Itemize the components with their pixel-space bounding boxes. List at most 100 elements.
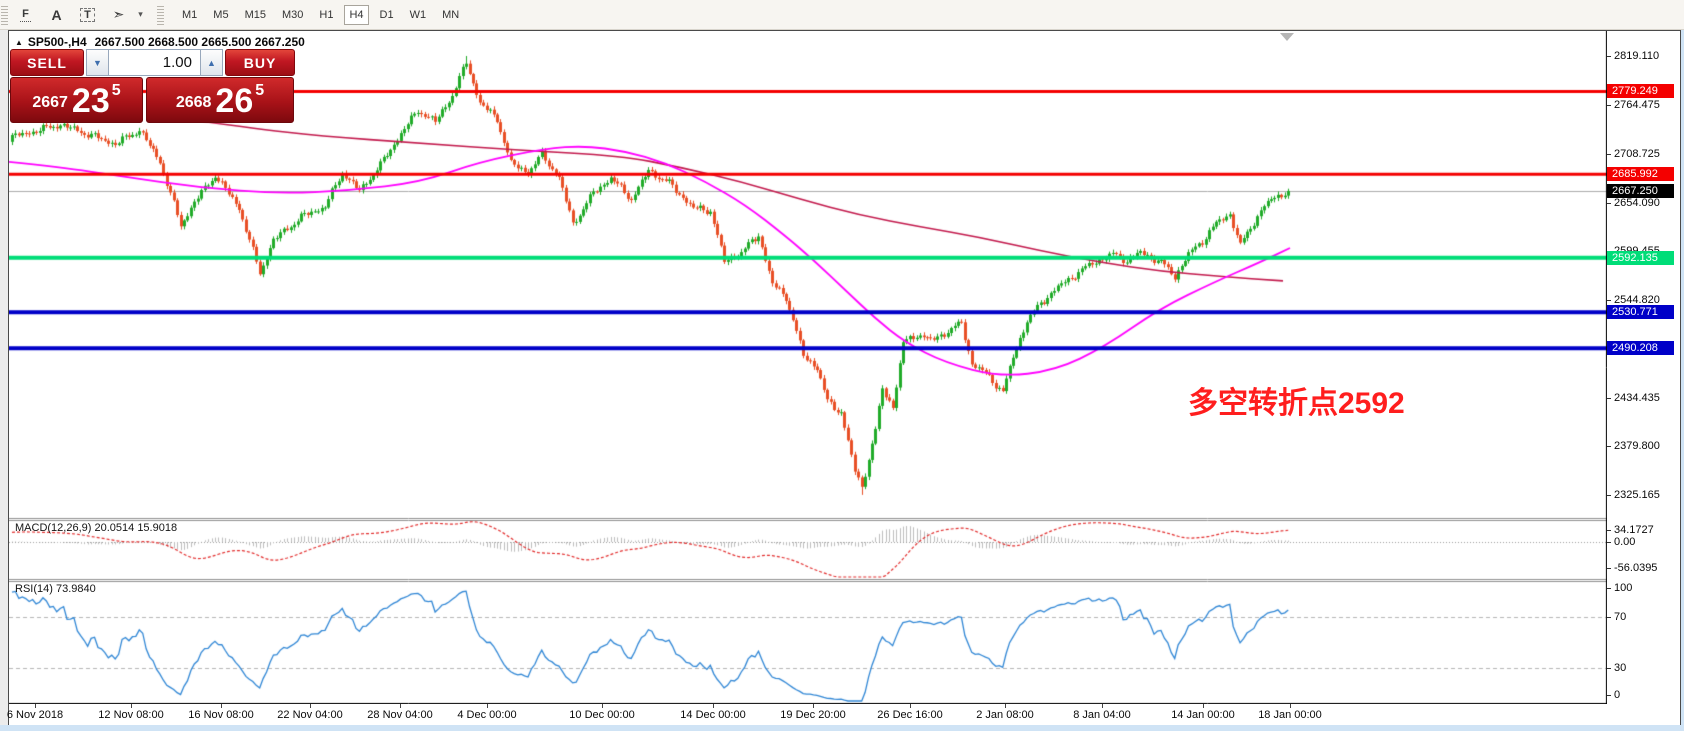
timeframe-m5-button[interactable]: M5 xyxy=(208,5,233,25)
time-tick-mark xyxy=(221,704,222,708)
axis-tick-mark xyxy=(1607,154,1611,156)
toolbar-drag-handle[interactable] xyxy=(1,4,8,25)
price-tick-label: 2708.725 xyxy=(1614,148,1660,161)
time-tick-label: 8 Jan 04:00 xyxy=(1073,709,1131,721)
volume-increase-button[interactable]: ▲ xyxy=(200,49,223,76)
price-chart-canvas[interactable] xyxy=(9,31,1607,704)
text-label-tool-glyph: T xyxy=(80,7,95,22)
time-scale[interactable]: 6 Nov 2018 12 Nov 08:00 16 Nov 08:00 22 Nov… xyxy=(6,704,1680,725)
rsi-tick-label: 0 xyxy=(1614,689,1621,701)
time-tick-label: 4 Dec 00:00 xyxy=(457,709,517,721)
bid-main: 23 xyxy=(71,82,110,120)
rsi-tick-label: 70 xyxy=(1614,611,1627,623)
time-tick-label: 19 Dec 20:00 xyxy=(780,709,846,721)
axis-tick-mark xyxy=(1607,588,1611,589)
time-tick-label: 6 Nov 2018 xyxy=(6,709,64,721)
price-level-badge: 2667.250 xyxy=(1607,183,1674,198)
chart-title: ▲ SP500-,H4 2667.500 2668.500 2665.500 2… xyxy=(15,35,305,49)
macd-tick-label: -56.0395 xyxy=(1614,562,1658,574)
axis-tick-mark xyxy=(1607,446,1611,448)
axis-tick-mark xyxy=(1607,104,1611,106)
chart-ohlc-values: 2667.500 2668.500 2665.500 2667.250 xyxy=(94,35,305,49)
price-level-badge: 2592.135 xyxy=(1607,250,1674,265)
ask-sup: 5 xyxy=(255,82,265,99)
macd-main-value: 20.0514 xyxy=(94,522,135,534)
axis-tick-mark xyxy=(1607,494,1611,496)
collapse-panel-icon[interactable]: ▲ xyxy=(15,37,23,47)
time-tick-mark xyxy=(602,704,603,708)
axis-tick-mark xyxy=(1607,617,1611,618)
drawing-tools-group: F A T ➣ ▾ xyxy=(10,3,147,26)
price-tick-label: 2819.110 xyxy=(1614,50,1660,62)
rsi-tick-label: 100 xyxy=(1614,582,1633,594)
time-tick-label: 12 Nov 08:00 xyxy=(98,709,164,721)
timeframe-h1-button[interactable]: H1 xyxy=(314,5,338,25)
time-tick-mark xyxy=(400,704,401,708)
axis-tick-mark xyxy=(1607,530,1611,531)
time-tick-label: 16 Nov 08:00 xyxy=(188,709,254,721)
time-tick-mark xyxy=(1102,704,1103,708)
volume-decrease-button[interactable]: ▼ xyxy=(86,49,109,76)
macd-tick-label: 34.1727 xyxy=(1614,524,1654,536)
text-tool-icon[interactable]: A xyxy=(43,3,70,26)
price-level-badge: 2779.249 xyxy=(1607,84,1674,99)
macd-tick-label: 0.00 xyxy=(1614,536,1636,548)
timeframe-m15-button[interactable]: M15 xyxy=(240,5,271,25)
volume-input[interactable] xyxy=(109,49,200,76)
arrow-tool-dropdown-icon[interactable]: ▾ xyxy=(134,3,147,26)
timeframe-w1-button[interactable]: W1 xyxy=(405,5,432,25)
axis-tick-mark xyxy=(1607,668,1611,669)
timeframes-group: M1 M5 M15 M30 H1 H4 D1 W1 MN xyxy=(174,4,467,25)
price-scale[interactable]: 2819.1102764.4752708.7252654.0902599.455… xyxy=(1607,31,1678,704)
chart-symbol-period: SP500-,H4 xyxy=(27,35,87,49)
time-tick-mark xyxy=(35,704,36,708)
text-label-tool-icon[interactable]: T xyxy=(74,3,101,26)
ask-prefix: 2668 xyxy=(175,94,212,111)
buy-button[interactable]: BUY xyxy=(225,49,295,76)
price-level-badge: 2530.771 xyxy=(1607,305,1674,320)
axis-tick-mark xyxy=(1607,56,1611,57)
chart-window: ▲ SP500-,H4 2667.500 2668.500 2665.500 2… xyxy=(6,30,1681,727)
price-tick-label: 2764.475 xyxy=(1614,98,1660,111)
timeframe-m1-button[interactable]: M1 xyxy=(177,5,202,25)
timeframes-drag-handle[interactable] xyxy=(157,4,164,25)
time-tick-mark xyxy=(713,704,714,708)
axis-tick-mark xyxy=(1607,695,1611,696)
chart-shift-marker-icon[interactable] xyxy=(1280,33,1294,41)
time-tick-mark xyxy=(487,704,488,708)
time-tick-label: 14 Dec 00:00 xyxy=(680,709,746,721)
time-tick-label: 28 Nov 04:00 xyxy=(367,709,433,721)
window-bottom-edge xyxy=(0,725,1684,731)
rsi-value: 73.9840 xyxy=(55,583,96,595)
price-tick-label: 2379.800 xyxy=(1614,440,1660,453)
price-tick-label: 2544.820 xyxy=(1614,293,1660,306)
time-tick-label: 18 Jan 00:00 xyxy=(1258,709,1322,721)
timeframe-d1-button[interactable]: D1 xyxy=(375,5,399,25)
bid-quote[interactable]: 2667 23 5 xyxy=(10,77,143,123)
fibonacci-tool-icon[interactable]: F xyxy=(12,3,39,26)
timeframe-m30-button[interactable]: M30 xyxy=(277,5,308,25)
macd-signal-value: 15.9018 xyxy=(137,522,178,534)
axis-tick-mark xyxy=(1607,202,1611,204)
chart-text-annotation: 多空转折点2592 xyxy=(1188,387,1405,420)
sell-button[interactable]: SELL xyxy=(10,49,84,76)
time-tick-mark xyxy=(1290,704,1291,708)
price-tick-label: 2654.090 xyxy=(1614,196,1660,209)
price-tick-label: 2434.435 xyxy=(1614,391,1660,404)
timeframe-mn-button[interactable]: MN xyxy=(437,5,464,25)
rsi-indicator-label: RSI(14) 73.9840 xyxy=(15,583,96,595)
trade-controls-row: SELL ▼ ▲ BUY xyxy=(10,49,295,76)
quotes-row: 2667 23 5 2668 26 5 xyxy=(10,77,295,123)
time-tick-label: 22 Nov 04:00 xyxy=(277,709,343,721)
axis-tick-mark xyxy=(1607,397,1611,399)
rsi-name: RSI(14) xyxy=(15,583,53,595)
time-tick-mark xyxy=(813,704,814,708)
axis-tick-mark xyxy=(1607,542,1611,543)
ask-main: 26 xyxy=(215,82,254,120)
bid-prefix: 2667 xyxy=(32,94,68,111)
ask-quote[interactable]: 2668 26 5 xyxy=(146,77,294,123)
timeframe-h4-button[interactable]: H4 xyxy=(344,4,369,25)
axis-tick-mark xyxy=(1607,299,1611,301)
arrow-tool-icon[interactable]: ➣ xyxy=(105,3,132,26)
